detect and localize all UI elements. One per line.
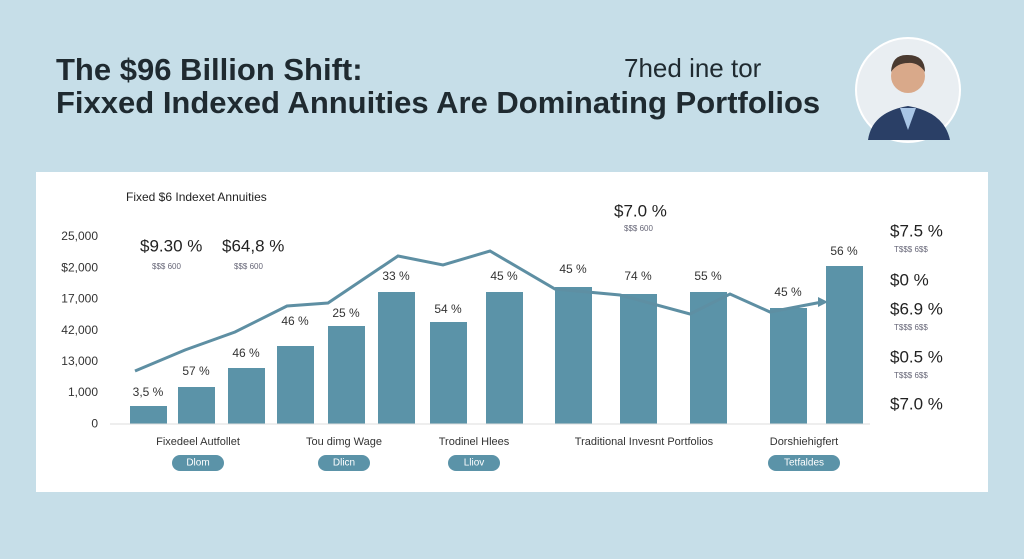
top-label-small: $$$ 600 [624,224,653,233]
category-pill [172,455,224,471]
y-axis-label: $2,000 [61,260,98,274]
trend-arrow [818,297,828,307]
trend-line [134,249,823,373]
top-label: $7.0 % [614,201,667,220]
title-aside: 7hed ine tor [624,53,762,83]
right-label: $7.0 % [890,394,943,413]
bar-label: 46 % [281,314,309,328]
category-pill [448,455,500,471]
category-pill-text: Lliov [464,458,485,469]
y-axis-label: 17,000 [61,292,98,306]
right-label-small: T$$$ 6$$ [894,323,928,332]
avatar [855,37,961,143]
y-axis-label: 13,000 [61,354,98,368]
right-label-small: T$$$ 6$$ [894,245,928,254]
bar-label: 25 % [332,306,360,320]
bar [130,406,167,424]
y-axis-label: 42,000 [61,323,98,337]
bar-label: 33 % [382,269,410,283]
panel-subtitle: Fixed $6 Indexet Annuities [126,190,267,204]
category-pill-text: Dlicn [333,458,355,469]
bar [277,346,314,424]
bar [178,387,215,424]
title-line1: The $96 Billion Shift: [56,52,363,87]
bar [555,287,592,424]
bar-label: 45 % [559,262,587,276]
bar [826,266,863,424]
bar-label: 74 % [624,269,652,283]
category-label: Fixedeel Autfollet [156,436,240,448]
bar-label: 55 % [694,269,722,283]
y-axis-label: 0 [91,416,98,430]
left-label-small: $$$ 600 [152,262,181,271]
right-label: $0 % [890,270,929,289]
bar [228,368,265,424]
left-label-small: $$$ 600 [234,262,263,271]
right-label: $6.9 % [890,299,943,318]
bar-label: 57 % [182,364,210,378]
category-label: Traditional Invesnt Portfolios [575,436,714,448]
category-label: Trodinel Hlees [439,436,510,448]
category-label: Dorshiehigfert [770,436,838,448]
category-label: Tou dimg Wage [306,436,382,448]
bar-label: 45 % [490,269,518,283]
bar [620,294,657,424]
category-pill [768,455,840,471]
bar-label: 54 % [434,302,462,316]
y-axis-label: 1,000 [68,385,98,399]
left-label: $64,8 % [222,236,284,255]
bar [690,292,727,424]
category-pill [318,455,370,471]
category-pill-text: Dlom [186,458,209,469]
bar [770,308,807,424]
right-label: $0.5 % [890,347,943,366]
chart: Fixed $6 Indexet Annuities $7.0 % $$$ 600 $… [61,190,943,471]
left-label: $9.30 % [140,236,202,255]
category-pill-text: Tetfaldes [784,458,824,469]
title-line2: Fixxed Indexed Annuities Are Dominating … [56,85,820,120]
bar-label: 46 % [232,346,260,360]
bar-label: 3,5 % [133,385,164,399]
bar-label: 45 % [774,285,802,299]
bar [328,326,365,424]
bar [430,322,467,424]
right-label: $7.5 % [890,221,943,240]
bar [378,292,415,424]
bar-label: 56 % [830,244,858,258]
y-axis-label: 25,000 [61,229,98,243]
right-label-small: T$$$ 6$$ [894,371,928,380]
bar [486,292,523,424]
